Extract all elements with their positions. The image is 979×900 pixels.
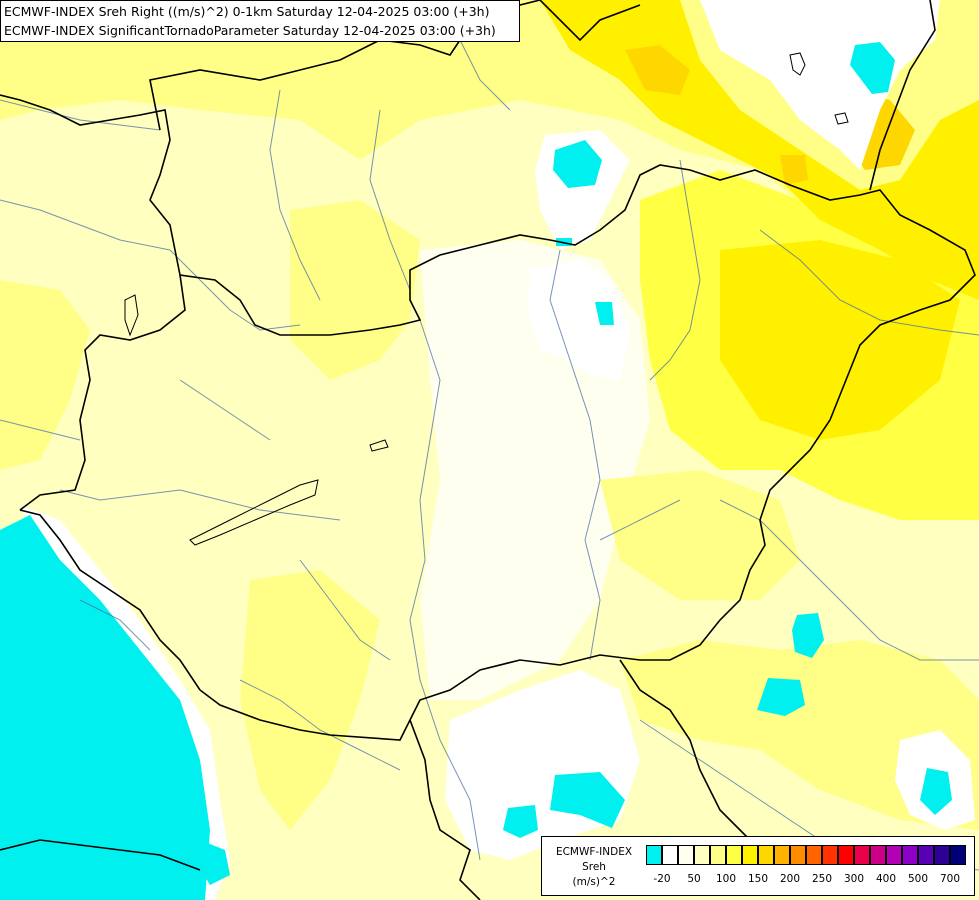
legend-tick-label: 50 — [687, 873, 701, 885]
legend-swatch — [822, 845, 838, 865]
map-header: ECMWF-INDEX Sreh Right ((m/s)^2) 0-1km S… — [0, 0, 520, 42]
legend-tick-label: 700 — [939, 873, 961, 885]
legend-tick-label: 250 — [811, 873, 833, 885]
legend-title: ECMWF-INDEX Sreh (m/s)^2 — [546, 845, 642, 890]
field-cyan-6 — [757, 678, 805, 716]
legend-swatch — [742, 845, 758, 865]
legend-tick-label: 200 — [779, 873, 801, 885]
legend-tick-label: 500 — [907, 873, 929, 885]
field-white-center — [528, 260, 630, 380]
field-yellow-north — [0, 0, 979, 260]
field-cyan-8 — [503, 805, 538, 838]
header-line-2: ECMWF-INDEX SignificantTornadoParameter … — [4, 23, 496, 38]
legend-swatch — [950, 845, 966, 865]
legend-swatch — [854, 845, 870, 865]
legend-swatch — [662, 845, 678, 865]
legend-title-unit: (m/s)^2 — [572, 876, 616, 888]
lakes — [124, 52, 849, 546]
header-line-1: ECMWF-INDEX Sreh Right ((m/s)^2) 0-1km S… — [4, 4, 490, 19]
legend-title-parameter: Sreh — [582, 861, 606, 873]
legend-swatch — [838, 845, 854, 865]
legend-tick-label: 100 — [715, 873, 737, 885]
field-gold-2 — [625, 45, 690, 95]
color-legend: ECMWF-INDEX Sreh (m/s)^2 -20 50 100 150 200 2… — [541, 836, 975, 896]
field-cyan-7 — [550, 772, 625, 828]
legend-title-source: ECMWF-INDEX — [555, 846, 633, 858]
legend-swatch — [694, 845, 710, 865]
legend-tick-label: 300 — [843, 873, 865, 885]
legend-swatch — [870, 845, 886, 865]
legend-swatch — [646, 845, 662, 865]
field-cyan-2 — [850, 42, 895, 94]
legend-swatch — [774, 845, 790, 865]
field-yellow-west — [0, 280, 90, 470]
legend-swatch — [758, 845, 774, 865]
field-cyan-1 — [553, 140, 602, 188]
field-yellow-southeast — [620, 640, 979, 830]
legend-swatch — [726, 845, 742, 865]
field-gold-3 — [780, 155, 808, 185]
field-yellow-east — [600, 470, 800, 600]
legend-swatch — [918, 845, 934, 865]
legend-swatch — [934, 845, 950, 865]
field-cyan-sea — [0, 515, 210, 900]
field-yellow-southwest — [240, 570, 380, 830]
legend-tick-label: 400 — [875, 873, 897, 885]
legend-swatch — [902, 845, 918, 865]
field-cyan-10 — [198, 840, 230, 885]
legend-swatch — [710, 845, 726, 865]
field-cyan-3 — [595, 302, 614, 325]
legend-swatch — [886, 845, 902, 865]
legend-swatch — [790, 845, 806, 865]
field-deep-yellow-mid — [720, 240, 960, 440]
legend-tick-label: -20 — [653, 873, 671, 885]
legend-tick-label: 150 — [747, 873, 769, 885]
field-cyan-5 — [792, 613, 824, 658]
field-cyan-9 — [920, 768, 952, 815]
legend-swatch — [678, 845, 694, 865]
legend-swatch — [806, 845, 822, 865]
